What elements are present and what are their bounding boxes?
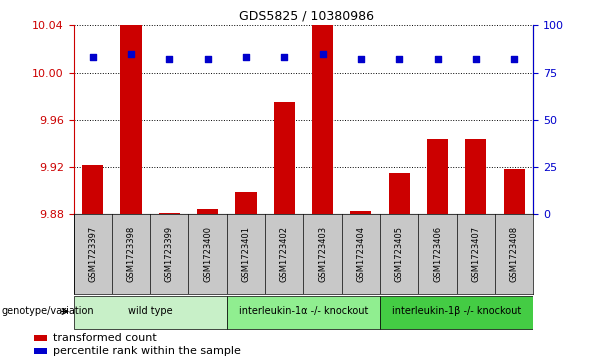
Bar xyxy=(159,213,180,214)
Text: GSM1723405: GSM1723405 xyxy=(395,226,404,282)
Text: GSM1723401: GSM1723401 xyxy=(242,226,251,282)
Point xyxy=(509,57,519,62)
Text: GSM1723399: GSM1723399 xyxy=(165,226,174,282)
Bar xyxy=(351,211,371,214)
Text: GSM1723408: GSM1723408 xyxy=(509,226,519,282)
FancyBboxPatch shape xyxy=(227,296,380,329)
Bar xyxy=(274,102,295,214)
Point xyxy=(394,57,404,62)
Text: interleukin-1α -/- knockout: interleukin-1α -/- knockout xyxy=(238,306,368,317)
Point xyxy=(471,57,481,62)
Text: GDS5825 / 10380986: GDS5825 / 10380986 xyxy=(239,9,374,22)
Point xyxy=(433,57,443,62)
Text: GSM1723400: GSM1723400 xyxy=(203,226,212,282)
Point xyxy=(280,54,289,60)
Text: GSM1723403: GSM1723403 xyxy=(318,226,327,282)
Text: GSM1723402: GSM1723402 xyxy=(280,226,289,282)
Point xyxy=(164,57,174,62)
Point xyxy=(126,51,136,57)
Point xyxy=(318,51,327,57)
Bar xyxy=(389,173,409,214)
Bar xyxy=(197,209,218,214)
Bar xyxy=(504,170,525,214)
Text: wild type: wild type xyxy=(128,306,172,317)
Bar xyxy=(465,139,486,214)
Bar xyxy=(34,335,47,341)
FancyBboxPatch shape xyxy=(74,296,227,329)
Text: transformed count: transformed count xyxy=(53,333,156,343)
Text: percentile rank within the sample: percentile rank within the sample xyxy=(53,346,240,356)
Point xyxy=(356,57,366,62)
Point xyxy=(88,54,97,60)
Bar xyxy=(312,0,333,214)
Text: GSM1723398: GSM1723398 xyxy=(126,226,135,282)
FancyBboxPatch shape xyxy=(380,296,533,329)
Text: interleukin-1β -/- knockout: interleukin-1β -/- knockout xyxy=(392,306,521,317)
Bar xyxy=(427,139,448,214)
Text: GSM1723397: GSM1723397 xyxy=(88,226,97,282)
Text: GSM1723404: GSM1723404 xyxy=(356,226,365,282)
Bar xyxy=(34,348,47,354)
Point xyxy=(203,57,213,62)
Bar xyxy=(82,164,103,214)
Bar xyxy=(235,192,256,214)
Text: GSM1723406: GSM1723406 xyxy=(433,226,442,282)
Bar xyxy=(121,0,142,214)
Text: GSM1723407: GSM1723407 xyxy=(471,226,481,282)
Text: genotype/variation: genotype/variation xyxy=(1,306,94,317)
Point xyxy=(241,54,251,60)
